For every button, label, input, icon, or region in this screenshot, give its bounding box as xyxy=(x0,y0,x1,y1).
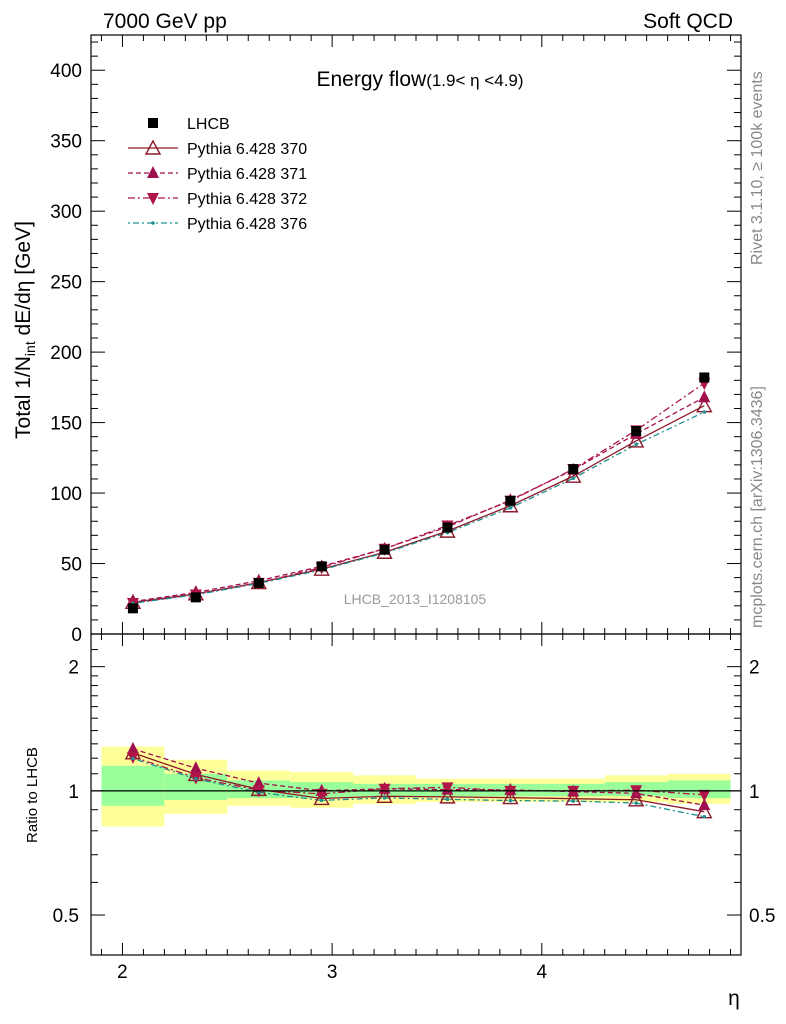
y-tick-label-150: 150 xyxy=(50,414,82,435)
ratio-band-inner-0 xyxy=(101,765,165,806)
series-1-ratio-point-2 xyxy=(252,776,265,789)
series-2-ratio-point-3 xyxy=(315,788,328,801)
series-3-ratio-point-5 xyxy=(445,797,450,802)
legend-marker-2 xyxy=(147,193,159,205)
series-3-ratio-point-6 xyxy=(508,798,513,803)
legend-marker-data xyxy=(148,118,158,128)
series-3-ratio-point-1 xyxy=(194,777,198,781)
data-point-3 xyxy=(316,561,327,572)
y-tick-label-50: 50 xyxy=(61,555,82,576)
title-main: Energy flow xyxy=(316,68,427,91)
series-3-point-9 xyxy=(702,410,707,414)
ratio-tick-label-left-1: 1 xyxy=(68,782,79,803)
series-0-ratio-point-6 xyxy=(502,789,519,805)
series-3-point-6 xyxy=(508,506,513,510)
y-tick-label-100: 100 xyxy=(50,484,82,505)
y-tick-label-0: 0 xyxy=(71,625,82,646)
series-2-ratio-point-6 xyxy=(504,785,517,798)
series-line-ratio-1 xyxy=(132,748,705,806)
y-tick-label-200: 200 xyxy=(50,343,82,364)
data-markers xyxy=(124,372,713,819)
data-point-6 xyxy=(505,495,516,506)
series-3-ratio-point-0 xyxy=(131,756,135,761)
data-point-9 xyxy=(699,372,710,383)
series-0-ratio-point-3 xyxy=(313,789,330,806)
series-1-ratio-point-0 xyxy=(126,741,139,754)
title-range: (1.9< η <4.9) xyxy=(426,71,523,90)
header-left: 7000 GeV pp xyxy=(103,10,227,33)
data-point-4 xyxy=(379,544,390,555)
ratio-band-inner-9 xyxy=(667,780,731,799)
series-0-ratio-point-8 xyxy=(627,791,645,807)
data-point-0 xyxy=(127,603,138,614)
series-1-ratio-point-1 xyxy=(189,761,202,774)
ylabel-part-1: Total 1/N xyxy=(12,356,35,439)
ratio-tick-label-right-1: 1 xyxy=(749,782,760,803)
series-0-ratio-point-4 xyxy=(376,787,393,804)
y-tick-label-350: 350 xyxy=(50,132,82,153)
side-text-mcplots: mcplots.cern.ch [arXiv:1306.3436] xyxy=(749,386,766,628)
series-0-point-8 xyxy=(627,432,645,448)
x-tick-label-4: 4 xyxy=(537,962,548,983)
x-axis-label: η xyxy=(728,987,740,1010)
side-text-rivet: Rivet 3.1.10, ≥ 100k events xyxy=(749,71,766,265)
series-2-ratio-point-9 xyxy=(698,789,711,802)
series-line-main-2 xyxy=(132,382,705,604)
series-1-ratio-point-9 xyxy=(698,798,711,811)
y-tick-label-300: 300 xyxy=(50,202,82,223)
series-line-ratio-0 xyxy=(132,752,705,813)
legend-marker-3 xyxy=(151,221,155,225)
series-2-ratio-point-4 xyxy=(378,783,391,796)
series-line-main-0 xyxy=(132,405,705,603)
series-3-ratio-point-3 xyxy=(319,798,324,803)
ratio-tick-label-left-2: 2 xyxy=(68,658,79,679)
ratio-tick-label-left-0.5: 0.5 xyxy=(53,906,79,927)
ylabel-part-2: dE/dη [GeV] xyxy=(12,221,35,341)
legend: LHCB Pythia 6.428 370 Pythia 6.428 371 Pyth… xyxy=(128,116,307,233)
ylabel-subscript: int xyxy=(22,341,38,356)
data-point-5 xyxy=(442,522,453,533)
data-point-2 xyxy=(253,577,264,588)
series-0-ratio-point-5 xyxy=(439,788,456,804)
data-point-8 xyxy=(631,426,642,437)
data-point-7 xyxy=(568,464,579,475)
series-0-point-7 xyxy=(565,467,582,483)
legend-label-2: Pythia 6.428 372 xyxy=(187,191,307,208)
legend-marker-1 xyxy=(147,166,159,178)
series-3-ratio-point-4 xyxy=(382,796,387,800)
y-axis-label-main: Total 1/Nint dE/dη [GeV] xyxy=(12,221,38,439)
series-3-ratio-point-7 xyxy=(571,799,576,803)
y-tick-label-400: 400 xyxy=(50,61,82,82)
legend-label-3: Pythia 6.428 376 xyxy=(187,216,307,233)
axes-frame: 2 3 4 0 50 100 150 200 250 300 350 400 0.5 0.5 1 1 2 2 xyxy=(50,34,775,983)
header-right: Soft QCD xyxy=(643,10,733,33)
y-axis-label-ratio: Ratio to LHCB xyxy=(24,747,41,843)
series-3-ratio-point-8 xyxy=(634,801,638,805)
x-tick-label-3: 3 xyxy=(327,962,338,983)
ratio-tick-label-right-2: 2 xyxy=(749,658,760,679)
series-line-ratio-3 xyxy=(132,757,705,818)
x-tick-label-2: 2 xyxy=(117,962,128,983)
ratio-tick-label-right-0.5: 0.5 xyxy=(749,906,775,927)
series-line-main-3 xyxy=(132,411,705,604)
legend-marker-0 xyxy=(144,139,162,155)
series-3-point-7 xyxy=(571,476,576,481)
chart-title: Energy flow(1.9< η <4.9) xyxy=(316,68,523,91)
watermark: LHCB_2013_I1208105 xyxy=(344,591,487,607)
series-0-ratio-point-7 xyxy=(565,790,582,806)
series-2-ratio-point-7 xyxy=(567,785,580,798)
legend-label-0: Pythia 6.428 370 xyxy=(187,141,307,158)
series-2-ratio-point-5 xyxy=(441,782,454,795)
legend-label-data: LHCB xyxy=(187,116,230,133)
data-point-1 xyxy=(190,592,201,603)
y-tick-label-250: 250 xyxy=(50,273,82,294)
series-3-ratio-point-9 xyxy=(702,814,707,819)
series-3-point-8 xyxy=(634,442,638,447)
series-1-point-9 xyxy=(698,390,711,403)
series-line-main-1 xyxy=(132,396,705,603)
legend-label-1: Pythia 6.428 371 xyxy=(187,166,307,183)
